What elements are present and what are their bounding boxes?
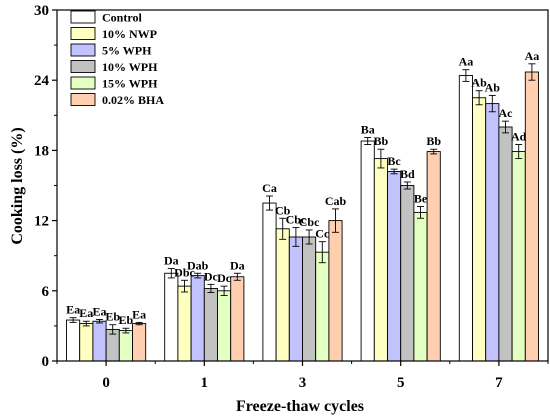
bars-layer (66, 63, 539, 362)
bar (472, 97, 487, 362)
legend-label: Control (102, 11, 142, 25)
legend-swatch (70, 10, 96, 24)
bar (177, 285, 192, 362)
data-label: Ba (361, 123, 375, 137)
bar (203, 288, 218, 362)
data-label: Da (230, 258, 245, 272)
y-tick-label: 24 (34, 73, 50, 89)
data-label: Dbc (174, 265, 195, 279)
data-label: Bd (400, 167, 415, 181)
data-label: Cab (325, 194, 347, 208)
bar (275, 228, 290, 362)
legend-swatch (70, 76, 96, 90)
data-label: Ad (511, 130, 527, 144)
bar (288, 236, 303, 362)
data-label: Ea (79, 306, 93, 320)
bar (498, 126, 513, 362)
legend-swatch (70, 93, 96, 106)
legend: Control 10% NWP 5% WPH 10% WPH 15% WPH 0.02% … (70, 10, 164, 107)
bar (328, 220, 343, 362)
bar (360, 140, 375, 362)
data-label: Cbc (299, 215, 320, 229)
bar (164, 272, 179, 362)
x-tick-label: 7 (495, 375, 503, 391)
bar (302, 236, 317, 362)
bar (524, 71, 539, 362)
data-label: Ea (92, 304, 106, 318)
legend-label: 10% WPH (102, 60, 158, 74)
bar (458, 75, 473, 362)
bar (413, 211, 428, 362)
data-label: Ab (485, 80, 501, 94)
y-tick-label: 12 (34, 214, 49, 230)
legend-swatch (70, 43, 96, 57)
data-label: Eb (119, 313, 134, 327)
legend-swatch (70, 27, 96, 40)
legend-swatch (70, 60, 96, 73)
data-label: Ea (132, 307, 146, 321)
data-label: Cbc (286, 213, 307, 227)
bar (426, 151, 441, 362)
data-label: Da (164, 254, 179, 268)
bar (79, 323, 94, 362)
x-tick-label: 3 (299, 375, 307, 391)
y-tick-label: 30 (34, 3, 49, 19)
data-label: Cb (275, 203, 291, 217)
bar (400, 185, 415, 362)
data-label: Ac (499, 106, 514, 120)
data-label: Dc (217, 271, 232, 285)
data-label: Be (414, 192, 428, 206)
x-tick-label: 1 (201, 375, 209, 391)
data-label: Dc (204, 269, 219, 283)
bar (485, 103, 500, 362)
axes-layer: 0 6 12 18 24 30 0 1 3 5 7 (34, 3, 549, 391)
legend-label: 15% WPH (102, 77, 158, 91)
bar (132, 323, 147, 362)
y-tick-label: 6 (42, 284, 50, 300)
bar (118, 330, 133, 362)
y-tick-label: 0 (42, 354, 50, 370)
x-tick-label: 0 (102, 375, 110, 391)
bar (315, 251, 330, 362)
data-label: Dab (187, 258, 209, 272)
data-label: Bb (426, 134, 441, 148)
data-label: Aa (459, 55, 474, 69)
bar (230, 276, 245, 362)
legend-label: 10% NWP (102, 27, 157, 41)
x-tick-label: 5 (397, 375, 405, 391)
legend-label: 0.02% BHA (102, 93, 164, 107)
x-axis-title: Freeze-thaw cycles (236, 398, 364, 415)
y-tick-label: 18 (34, 143, 49, 159)
data-label: Bb (374, 134, 389, 148)
data-label: Aa (525, 49, 540, 63)
data-label: Eb (105, 310, 120, 324)
bar (511, 151, 526, 362)
bar (92, 320, 107, 362)
bar (262, 202, 277, 362)
bar (66, 319, 81, 362)
bar (387, 171, 402, 362)
bar (190, 275, 205, 362)
data-label: Bc (387, 154, 401, 168)
data-label: Cc (315, 227, 330, 241)
data-label: Ab (471, 76, 487, 90)
data-label: Ea (66, 303, 80, 317)
data-label: Ca (262, 181, 277, 195)
bar (373, 158, 388, 362)
legend-label: 5% WPH (102, 44, 152, 58)
y-axis-title: Cooking loss (%) (9, 127, 26, 244)
bar (217, 290, 232, 362)
